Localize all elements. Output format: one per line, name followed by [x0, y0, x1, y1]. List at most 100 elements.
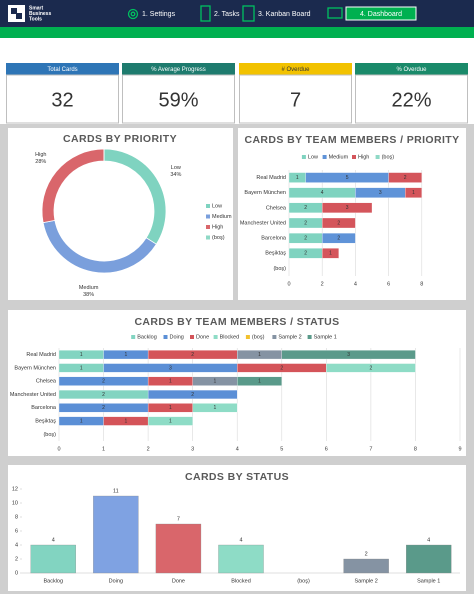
x-tick-label: Doing — [109, 578, 123, 584]
legend-label: (boş) — [212, 235, 225, 241]
bar-label: 4 — [239, 537, 242, 543]
bar-label: 4 — [427, 537, 430, 543]
legend-label: (boş) — [382, 154, 395, 160]
x-tick-label: 1 — [102, 446, 105, 452]
bar — [155, 523, 202, 574]
bar-segment — [192, 403, 238, 413]
y-tick-label: Bayern München — [244, 190, 286, 196]
kpi-header — [6, 63, 119, 75]
legend-label: Backlog — [137, 334, 157, 340]
kpi-value: 59% — [158, 89, 198, 111]
kpi-body — [122, 74, 235, 124]
slice-label: 28% — [35, 159, 46, 165]
y-tick-label: Beşiktaş — [35, 419, 56, 425]
bar-label: 3 — [169, 365, 172, 371]
x-tick-label: 5 — [280, 446, 283, 452]
legend-label: Doing — [170, 334, 184, 340]
legend-swatch — [213, 335, 218, 339]
bar-segment — [405, 187, 422, 198]
kpi-label: % Overdue — [396, 67, 427, 73]
chart-title: CARDS BY TEAM MEMBERS / STATUS — [134, 316, 339, 328]
x-tick-label: 6 — [325, 446, 328, 452]
slice-category: High — [35, 152, 46, 158]
nav-stripe — [0, 27, 474, 38]
kpi-header — [122, 63, 235, 75]
nav-tab[interactable]: 3. Kanban Board — [258, 11, 311, 18]
kpi-value: 22% — [391, 89, 431, 111]
x-tick-label: (boş) — [297, 578, 310, 584]
bar-label: 1 — [296, 175, 299, 181]
logo-text: Tools — [29, 16, 42, 22]
bar-segment — [322, 248, 339, 259]
active-tab[interactable] — [345, 6, 417, 21]
y-tick-label: Barcelona — [261, 236, 287, 242]
bar-label: 1 — [124, 418, 127, 424]
x-tick-label: Sample 2 — [355, 578, 378, 584]
legend-label: Done — [196, 334, 209, 340]
legend-label: Medium — [212, 214, 232, 220]
x-tick-label: 8 — [420, 281, 423, 287]
logo-text: Business — [29, 11, 51, 17]
y-tick-label: 0 — [15, 570, 18, 576]
y-tick-label: (boş) — [273, 266, 286, 272]
legend-label: Medium — [329, 154, 349, 160]
bar-segment — [322, 217, 356, 229]
bar-segment — [322, 202, 373, 214]
kanban-icon — [242, 5, 255, 22]
bar-label: 1 — [214, 379, 217, 385]
legend-label: Sample 1 — [314, 334, 337, 340]
legend-label: Low — [308, 154, 318, 160]
y-tick-label: 2 — [15, 556, 18, 562]
x-tick-label: 2 — [147, 446, 150, 452]
legend-swatch — [206, 225, 210, 229]
x-tick-label: Backlog — [43, 578, 63, 584]
y-tick-label: Manchester United — [10, 392, 56, 398]
legend-label: High — [212, 224, 223, 230]
legend-swatch — [245, 335, 250, 339]
panel — [238, 128, 466, 300]
y-tick-label: Chelsea — [36, 379, 57, 385]
bar-label: 1 — [80, 418, 83, 424]
bar-label: 2 — [280, 365, 283, 371]
settings-icon — [127, 8, 139, 20]
logo — [8, 5, 25, 22]
bar-label: 1 — [258, 379, 261, 385]
y-tick-label: Manchester United — [240, 220, 286, 226]
legend-swatch — [206, 204, 210, 208]
nav-tab[interactable]: 2. Tasks — [214, 11, 240, 18]
x-tick-label: 0 — [287, 281, 290, 287]
slice-category: Medium — [79, 285, 99, 291]
legend-label: Sample 2 — [278, 334, 301, 340]
x-tick-label: 7 — [369, 446, 372, 452]
legend-swatch — [375, 155, 380, 159]
bar-label: 2 — [337, 220, 340, 226]
bar — [406, 544, 452, 574]
bar-label: 2 — [337, 235, 340, 241]
bar-label: 1 — [169, 405, 172, 411]
x-tick-label: 2 — [321, 281, 324, 287]
dashboard-icon — [327, 7, 343, 19]
legend-swatch — [131, 335, 136, 339]
legend-label: High — [358, 154, 369, 160]
bar-label: 2 — [304, 205, 307, 211]
bar-label: 2 — [102, 379, 105, 385]
bar-label: 1 — [169, 379, 172, 385]
slice-label: 38% — [83, 292, 94, 298]
x-tick-label: 0 — [57, 446, 60, 452]
kpi-label: # Overdue — [281, 67, 310, 73]
bar-label: 3 — [379, 190, 382, 196]
bar — [343, 558, 389, 574]
bar-label: 2 — [102, 405, 105, 411]
chart-title: CARDS BY PRIORITY — [63, 133, 177, 145]
legend-swatch — [272, 335, 277, 339]
settings-icon — [130, 11, 136, 17]
y-tick-label: Beşiktaş — [265, 251, 286, 257]
nav-tab[interactable]: 4. Dashboard — [360, 11, 402, 18]
nav-tab[interactable]: 1. Settings — [142, 11, 176, 18]
nav-icons — [127, 5, 343, 22]
bar-segment — [322, 232, 356, 244]
legend-swatch — [206, 214, 210, 219]
bar-label: 5 — [346, 175, 349, 181]
legend-swatch — [307, 335, 312, 339]
